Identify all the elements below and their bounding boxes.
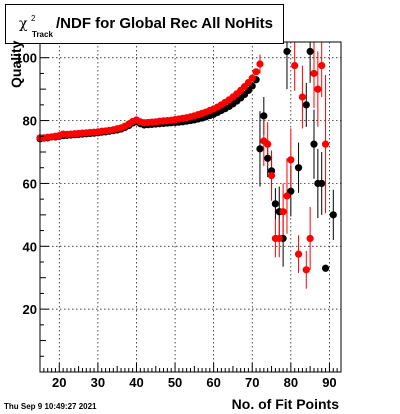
x-axis-label: No. of Fit Points xyxy=(231,396,339,412)
data-point xyxy=(279,208,287,216)
timestamp: Thu Sep 9 10:49:27 2021 xyxy=(4,402,97,411)
y-tick-label: 40 xyxy=(23,239,37,254)
chart-title: /NDF for Global Rec All NoHits xyxy=(56,15,273,32)
chart-title-box: χ 2 Track /NDF for Global Rec All NoHits xyxy=(5,4,284,44)
data-point xyxy=(283,192,291,200)
title-superscript: 2 xyxy=(31,14,36,23)
y-tick-label: 60 xyxy=(23,176,37,191)
y-tick-label: 20 xyxy=(23,302,37,317)
data-point xyxy=(302,266,310,274)
title-chi-symbol: χ xyxy=(19,16,28,32)
x-tick-label: 60 xyxy=(206,375,220,390)
data-point xyxy=(314,85,322,93)
y-tick-label: 80 xyxy=(23,114,37,129)
x-tick-label: 90 xyxy=(322,375,336,390)
data-point xyxy=(306,47,314,56)
data-point xyxy=(264,154,272,162)
grid-lines xyxy=(40,42,341,372)
data-point xyxy=(248,74,256,82)
y-axis-label: Quality xyxy=(8,40,24,88)
data-point xyxy=(321,140,330,148)
data-point xyxy=(287,156,295,164)
x-tick-label: 20 xyxy=(52,375,66,390)
data-point xyxy=(271,200,279,208)
x-tick-label: 50 xyxy=(168,375,182,390)
data-point xyxy=(318,179,326,188)
x-tick-label: 40 xyxy=(129,375,143,390)
data-point xyxy=(298,93,307,101)
data-point xyxy=(260,112,268,120)
data-point xyxy=(256,145,264,153)
data-point xyxy=(310,140,318,148)
data-point xyxy=(264,140,272,148)
data-point xyxy=(302,101,310,109)
plot-frame xyxy=(39,41,342,373)
data-point xyxy=(252,68,260,76)
data-point xyxy=(275,234,283,243)
axis-ticks xyxy=(39,41,342,372)
data-point xyxy=(291,61,299,70)
data-point xyxy=(256,60,264,68)
data-point xyxy=(306,234,314,243)
x-tick-label: 30 xyxy=(91,375,105,390)
x-tick-label: 70 xyxy=(245,375,259,390)
title-subscript: Track xyxy=(32,30,53,39)
data-point xyxy=(283,47,291,56)
y-tick-label: 100 xyxy=(15,51,37,66)
data-points xyxy=(36,47,337,274)
data-point xyxy=(294,164,303,172)
data-point xyxy=(329,211,337,219)
data-point xyxy=(267,171,276,180)
x-tick-label: 80 xyxy=(284,375,298,390)
data-point xyxy=(310,69,318,78)
data-point xyxy=(294,250,303,258)
tick-labels: 20 30 40 50 60 70 80 90 20 40 60 80 100 xyxy=(15,51,336,390)
data-point xyxy=(321,264,330,272)
data-point xyxy=(318,61,326,70)
